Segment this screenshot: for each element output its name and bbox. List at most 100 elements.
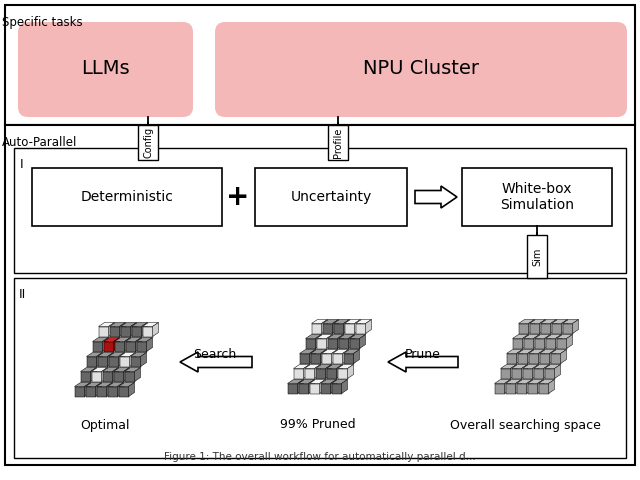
Polygon shape: [323, 320, 339, 324]
Polygon shape: [113, 337, 120, 351]
Polygon shape: [134, 368, 141, 382]
Text: Uncertainty: Uncertainty: [291, 190, 372, 204]
Polygon shape: [310, 349, 326, 353]
Polygon shape: [113, 368, 118, 382]
Polygon shape: [339, 335, 355, 338]
Polygon shape: [513, 338, 522, 348]
Bar: [462, 168, 612, 226]
Polygon shape: [310, 349, 316, 363]
Polygon shape: [136, 337, 141, 351]
FancyArrow shape: [180, 352, 252, 372]
Polygon shape: [108, 386, 118, 396]
Polygon shape: [125, 337, 131, 351]
Polygon shape: [516, 380, 532, 384]
Polygon shape: [115, 337, 131, 341]
Polygon shape: [102, 337, 109, 351]
Text: Deterministic: Deterministic: [81, 190, 173, 204]
Polygon shape: [102, 368, 118, 372]
Polygon shape: [516, 384, 527, 394]
Polygon shape: [323, 324, 333, 334]
Polygon shape: [108, 383, 124, 386]
Polygon shape: [513, 335, 529, 338]
Polygon shape: [344, 320, 349, 334]
Text: White-box
Simulation: White-box Simulation: [500, 182, 574, 212]
Text: 99% Pruned: 99% Pruned: [280, 419, 356, 432]
Polygon shape: [86, 386, 95, 396]
Polygon shape: [522, 335, 529, 348]
Polygon shape: [312, 324, 321, 334]
Polygon shape: [550, 320, 557, 334]
Polygon shape: [106, 383, 113, 396]
Text: Config: Config: [143, 127, 153, 158]
Polygon shape: [337, 364, 353, 369]
Polygon shape: [108, 352, 113, 367]
Polygon shape: [337, 335, 344, 348]
Polygon shape: [310, 353, 321, 363]
Bar: [255, 168, 407, 226]
Polygon shape: [102, 368, 108, 382]
Text: Figure 1: The overall workflow for automatically parallel d...: Figure 1: The overall workflow for autom…: [164, 452, 476, 462]
Polygon shape: [518, 353, 527, 363]
Polygon shape: [319, 380, 326, 394]
Polygon shape: [556, 335, 561, 348]
Polygon shape: [316, 364, 332, 369]
Polygon shape: [516, 349, 522, 363]
Polygon shape: [118, 352, 125, 367]
Polygon shape: [326, 369, 337, 379]
Polygon shape: [545, 369, 554, 379]
Polygon shape: [97, 386, 106, 396]
Polygon shape: [326, 364, 342, 369]
Polygon shape: [511, 364, 527, 369]
Polygon shape: [342, 380, 348, 394]
Text: Overall searching space: Overall searching space: [449, 419, 600, 432]
Polygon shape: [93, 337, 109, 341]
Polygon shape: [326, 364, 332, 379]
Polygon shape: [522, 369, 532, 379]
Polygon shape: [298, 384, 308, 394]
Polygon shape: [109, 323, 125, 326]
Polygon shape: [541, 324, 550, 334]
Polygon shape: [524, 335, 540, 338]
Polygon shape: [81, 372, 90, 382]
Polygon shape: [540, 349, 556, 353]
Polygon shape: [120, 352, 136, 357]
Polygon shape: [540, 353, 550, 363]
Polygon shape: [534, 364, 550, 369]
Bar: [138, 125, 158, 160]
Polygon shape: [552, 320, 568, 324]
Bar: [5, 5, 635, 125]
Polygon shape: [86, 357, 97, 367]
Polygon shape: [538, 380, 554, 384]
Polygon shape: [84, 383, 90, 396]
Bar: [32, 168, 222, 226]
Polygon shape: [573, 320, 579, 334]
Polygon shape: [353, 349, 360, 363]
Bar: [5, 125, 635, 465]
Polygon shape: [308, 380, 314, 394]
Polygon shape: [109, 357, 118, 367]
Polygon shape: [287, 384, 298, 394]
Polygon shape: [147, 337, 152, 351]
Polygon shape: [120, 357, 129, 367]
Polygon shape: [495, 380, 511, 384]
Polygon shape: [522, 364, 527, 379]
Polygon shape: [333, 320, 339, 334]
Polygon shape: [344, 324, 355, 334]
Polygon shape: [131, 357, 141, 367]
Polygon shape: [339, 338, 349, 348]
Text: Optimal: Optimal: [80, 419, 130, 432]
Polygon shape: [321, 353, 332, 363]
Bar: [328, 125, 348, 160]
Text: Auto-Parallel: Auto-Parallel: [3, 136, 77, 149]
Polygon shape: [527, 349, 534, 363]
Polygon shape: [538, 380, 543, 394]
Polygon shape: [326, 335, 333, 348]
Polygon shape: [333, 324, 344, 334]
Polygon shape: [124, 368, 129, 382]
Text: NPU Cluster: NPU Cluster: [363, 60, 479, 79]
Polygon shape: [305, 364, 321, 369]
Polygon shape: [93, 341, 102, 351]
Polygon shape: [506, 353, 516, 363]
Polygon shape: [534, 338, 545, 348]
Polygon shape: [131, 352, 147, 357]
